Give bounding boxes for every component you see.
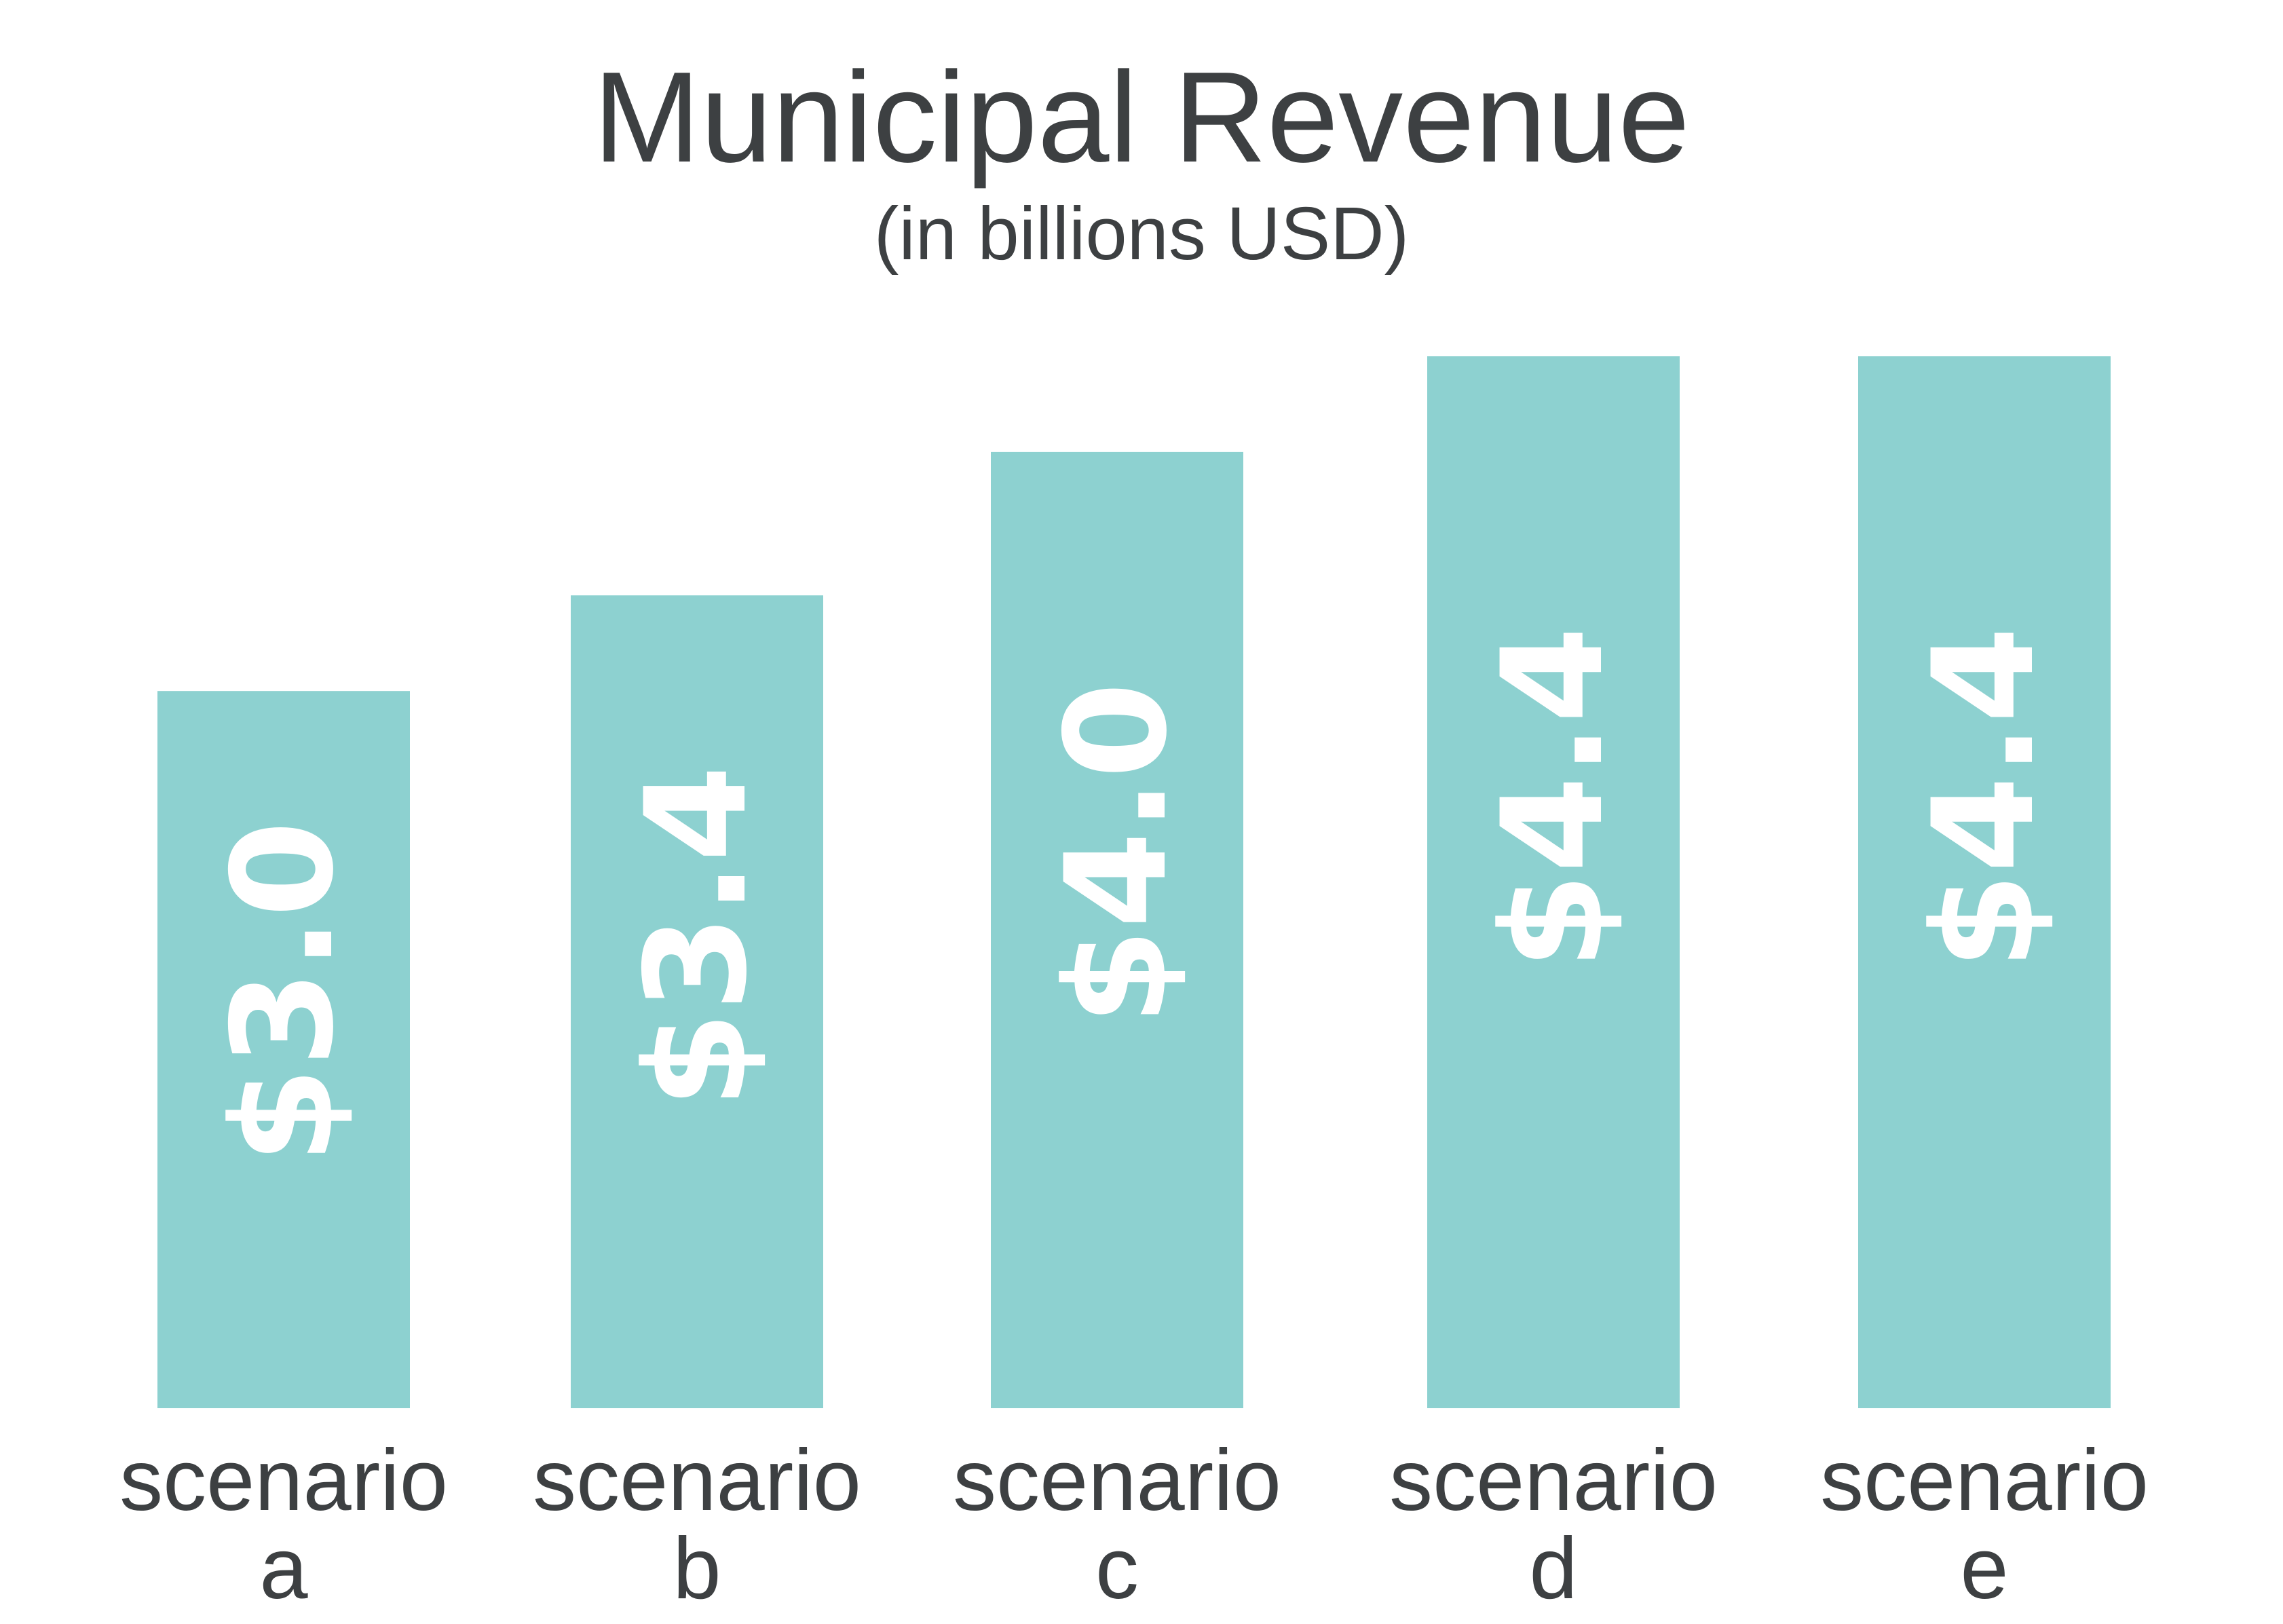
category-label-4-line-0: scenario — [1820, 1432, 2149, 1529]
category-label-3-line-1: d — [1529, 1520, 1577, 1617]
chart-subtitle: (in billions USD) — [874, 192, 1410, 276]
category-labels-group: scenarioascenariobscenariocscenariodscen… — [119, 1432, 2149, 1617]
bars-group — [157, 356, 2111, 1408]
chart-title: Municipal Revenue — [593, 45, 1690, 189]
bar-4 — [1858, 356, 2111, 1408]
category-label-0-line-1: a — [259, 1520, 308, 1617]
category-label-2-line-0: scenario — [953, 1432, 1281, 1529]
category-label-0-line-0: scenario — [119, 1432, 448, 1529]
bar-2 — [991, 451, 1243, 1408]
category-label-1-line-1: b — [673, 1520, 721, 1617]
bar-1 — [571, 595, 823, 1408]
bar-value-label-0: $3.0 — [203, 820, 364, 1164]
bar-0 — [157, 691, 410, 1408]
bar-value-label-3: $4.4 — [1473, 626, 1634, 970]
category-label-1-line-0: scenario — [533, 1432, 861, 1529]
bar-value-label-2: $4.0 — [1036, 682, 1198, 1025]
bar-value-label-1: $3.4 — [616, 765, 778, 1108]
bar-3 — [1427, 356, 1680, 1408]
category-label-4-line-1: e — [1960, 1520, 2008, 1617]
bar-value-label-4: $4.4 — [1904, 626, 2065, 970]
category-label-2-line-1: c — [1095, 1520, 1139, 1617]
value-labels-group: $3.0 $3.4 $4.0 $4.4 $4.4 — [203, 626, 2065, 1164]
category-label-3-line-0: scenario — [1389, 1432, 1718, 1529]
